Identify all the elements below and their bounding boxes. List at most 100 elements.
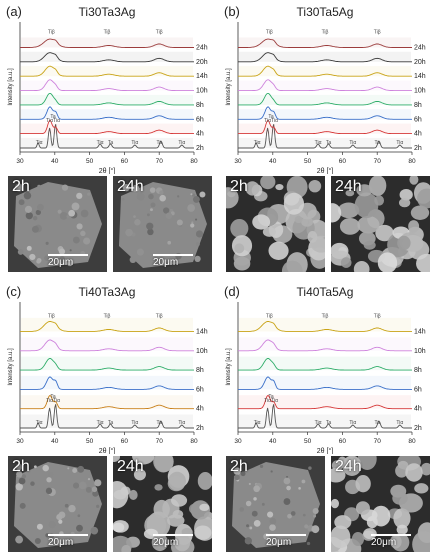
sem-particle (232, 462, 320, 548)
series-label-14h: 14h (414, 328, 426, 335)
sem-texture (270, 470, 273, 473)
sem-texture (48, 471, 54, 478)
sem-texture (94, 479, 102, 487)
scale-bar (266, 534, 306, 536)
sem-particle (397, 235, 411, 251)
sem-time-label: 2h (12, 458, 30, 475)
sem-texture (248, 482, 251, 486)
series-label-8h: 8h (196, 367, 204, 374)
series-line-14h (238, 65, 412, 77)
sem-image: 2h 20μm (8, 456, 107, 552)
x-tick-label: 60 (339, 438, 347, 445)
sem-texture (45, 487, 53, 495)
series-line-2h (238, 124, 412, 149)
xrd-chart: (b) Ti30Ta5Ag 30 40 50 60 70 80 2θ [°] Intensity … (224, 4, 426, 174)
sem-texture (283, 498, 291, 505)
series-band-24h (21, 37, 193, 48)
sem-particle (409, 176, 419, 185)
series-line-2h (20, 124, 194, 149)
series-label-20h: 20h (196, 59, 208, 66)
sem-texture (163, 207, 170, 214)
sem-texture (23, 191, 32, 200)
sem-texture (67, 260, 73, 267)
sem-particle (252, 214, 271, 230)
sem-particle (351, 531, 365, 547)
series-label-2h: 2h (196, 145, 204, 152)
series-band-6h (21, 375, 193, 390)
sem-texture (187, 204, 196, 212)
peak-label: Tiα (271, 398, 278, 404)
sem-particle (405, 463, 423, 482)
chart-title: Ti40Ta5Ag (297, 285, 354, 299)
sem-texture (56, 513, 63, 521)
sem-particle (331, 203, 342, 223)
sem-image: 24h 20μm (113, 176, 212, 272)
xrd-chart: (a) Ti30Ta3Ag 30 40 50 60 70 80 2θ [°] Intensity … (6, 4, 208, 174)
sem-texture (302, 513, 306, 517)
sem-particle (417, 188, 430, 209)
series-band-6h (21, 109, 193, 120)
sem-texture (177, 195, 180, 198)
series-band-4h (21, 123, 193, 134)
sem-image: 24h 20μm (331, 456, 430, 552)
sem-particle (398, 198, 411, 208)
sem-texture (61, 184, 69, 191)
panel-d: (d) Ti40Ta5Ag 30 40 50 60 70 80 2θ [°] Intensity … (222, 282, 434, 552)
sem-texture (286, 485, 291, 491)
sem-texture (80, 209, 89, 218)
sem-texture (76, 192, 83, 200)
sem-texture (149, 208, 153, 212)
sem-particle (286, 176, 308, 199)
sem-texture (69, 249, 72, 252)
sem-texture (78, 481, 87, 490)
series-band-8h (21, 94, 193, 105)
sem-particle (338, 202, 360, 219)
peak-label: Tiβ (322, 313, 329, 319)
peak-label: Tiα (36, 420, 43, 426)
sem-texture (16, 471, 23, 478)
peak-label: Tiα (178, 420, 185, 426)
x-tick-label: 80 (190, 158, 198, 165)
series-line-20h (238, 52, 412, 63)
series-line-8h (238, 92, 412, 106)
series-label-24h: 24h (414, 44, 426, 51)
series-label-14h: 14h (196, 328, 208, 335)
sem-texture (253, 485, 261, 493)
peak-label: Tiα (315, 420, 322, 426)
sem-texture (33, 465, 37, 469)
sem-texture (90, 526, 99, 535)
sem-texture (245, 500, 252, 507)
sem-texture (136, 248, 144, 256)
sem-texture (15, 483, 23, 491)
sem-particle (308, 179, 322, 193)
x-tick-label: 50 (304, 158, 312, 165)
sem-texture (122, 184, 130, 192)
series-line-6h (238, 106, 412, 120)
peak-label: Tiα (53, 118, 60, 124)
sem-texture (52, 209, 56, 213)
series-band-8h (239, 356, 411, 371)
series-label-14h: 14h (196, 73, 208, 80)
sem-time-label: 24h (335, 458, 362, 475)
sem-particle (331, 468, 346, 483)
sem-texture (129, 256, 137, 264)
sem-time-label: 24h (117, 458, 144, 475)
sem-texture (72, 236, 80, 244)
panel-label: (a) (6, 4, 22, 19)
series-band-2h (21, 137, 193, 148)
series-label-4h: 4h (196, 406, 204, 413)
series-band-6h (239, 109, 411, 120)
sem-particle (153, 456, 174, 473)
sem-texture (72, 482, 80, 489)
x-tick-label: 40 (269, 158, 277, 165)
sem-particle (181, 527, 193, 536)
sem-texture (80, 230, 86, 237)
sem-texture (125, 228, 133, 237)
sem-texture (190, 223, 195, 228)
sem-texture (159, 190, 164, 195)
sem-texture (15, 535, 24, 544)
panel-c: (c) Ti40Ta3Ag 30 40 50 60 70 80 2θ [°] Intensity … (4, 282, 216, 552)
sem-particle (171, 494, 188, 507)
peak-label: Ta (326, 140, 332, 146)
series-band-10h (239, 80, 411, 91)
